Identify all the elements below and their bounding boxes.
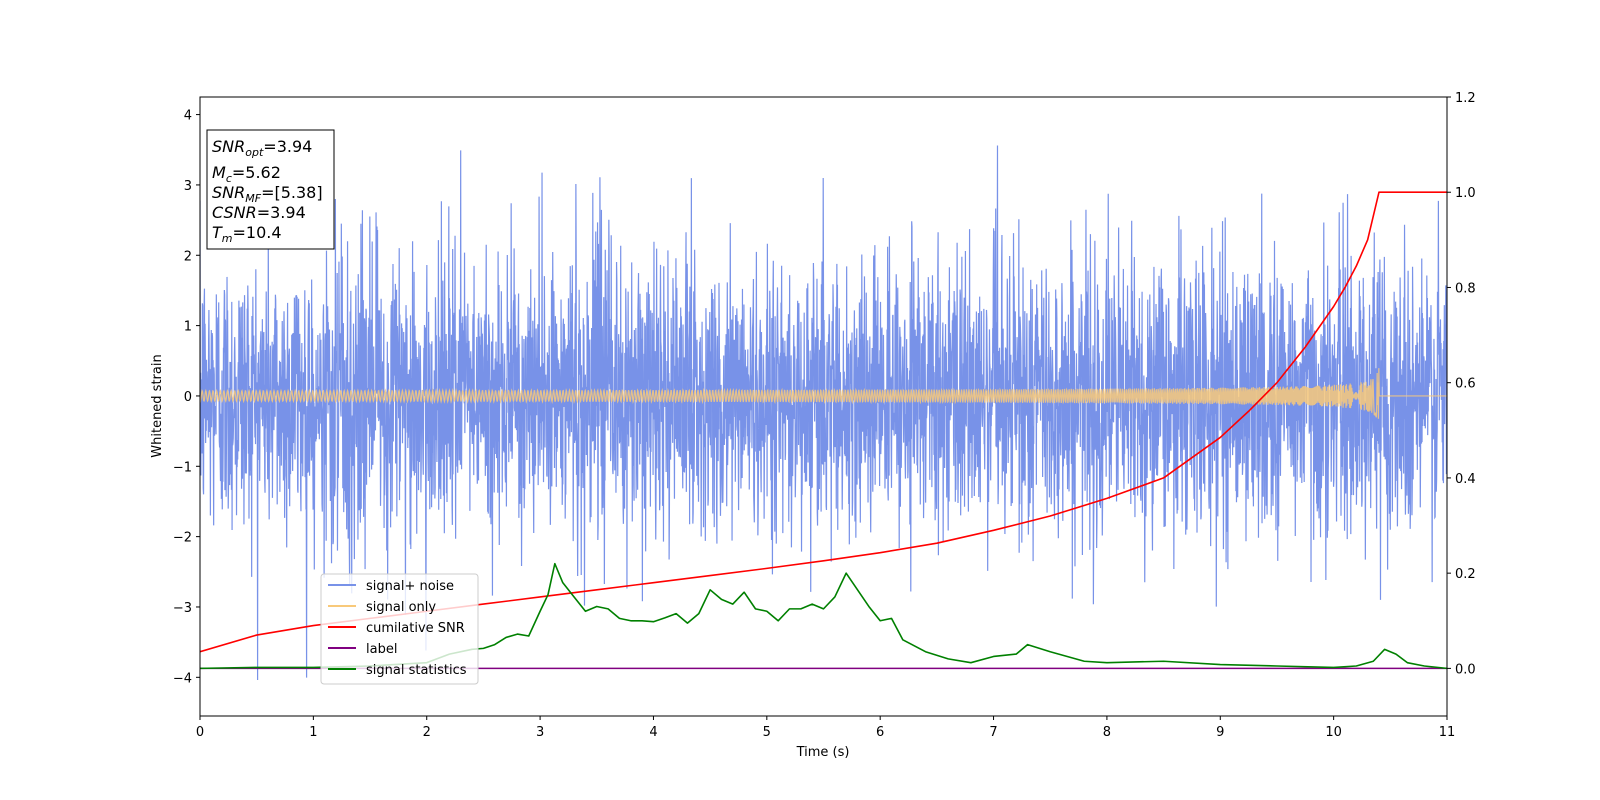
signal-statistics-line bbox=[200, 562, 1447, 670]
y-left-tick-label: 2 bbox=[184, 249, 192, 264]
y-left-tick-label: 4 bbox=[184, 109, 192, 124]
info-chirp-mass: Mc=5.62 bbox=[212, 163, 281, 185]
y-right-tick-label: 0.6 bbox=[1455, 377, 1476, 392]
x-tick-label: 6 bbox=[876, 725, 884, 740]
x-tick-label: 11 bbox=[1439, 725, 1456, 740]
y-right-tick-label: 0.2 bbox=[1455, 567, 1476, 582]
x-tick-label: 1 bbox=[309, 725, 317, 740]
info-snr-mf: SNRMF=[5.38] bbox=[212, 183, 323, 205]
x-tick-label: 3 bbox=[536, 725, 544, 740]
signal-noise-line bbox=[200, 145, 1447, 680]
x-tick-label: 5 bbox=[763, 725, 771, 740]
y-left-tick-label: 0 bbox=[184, 390, 192, 405]
y-left-tick-label: −2 bbox=[173, 531, 192, 546]
legend-label-cumulative-snr: cumilative SNR bbox=[366, 621, 465, 636]
y-left-tick-label: 3 bbox=[184, 179, 192, 194]
y-axis-label: Whitened strain bbox=[150, 354, 165, 457]
x-tick-label: 8 bbox=[1103, 725, 1111, 740]
y-right-tick-label: 0.8 bbox=[1455, 281, 1476, 296]
x-axis-label: Time (s) bbox=[796, 745, 850, 760]
y-right-tick-label: 0.4 bbox=[1455, 472, 1476, 487]
x-tick-label: 4 bbox=[649, 725, 657, 740]
y-left-tick-label: −3 bbox=[173, 601, 192, 616]
x-tick-label: 10 bbox=[1325, 725, 1342, 740]
y-left-tick-label: −1 bbox=[173, 460, 192, 475]
y-left-tick-label: 1 bbox=[184, 320, 192, 335]
y-right-tick-label: 1.0 bbox=[1455, 186, 1476, 201]
x-tick-label: 7 bbox=[989, 725, 997, 740]
plot-frame bbox=[199, 96, 1448, 717]
legend-label-label: label bbox=[366, 642, 397, 657]
legend: signal+ noise signal only cumilative SNR… bbox=[320, 573, 479, 685]
x-tick-label: 9 bbox=[1216, 725, 1224, 740]
x-tick-label: 0 bbox=[196, 725, 204, 740]
x-tick-label: 2 bbox=[423, 725, 431, 740]
y-right-tick-label: 1.2 bbox=[1455, 91, 1476, 106]
legend-label-signal-only: signal only bbox=[366, 600, 436, 615]
legend-label-signal-statistics: signal statistics bbox=[366, 663, 467, 678]
info-box-frame bbox=[206, 129, 335, 250]
info-box: SNRopt=3.94 Mc=5.62 SNRMF=[5.38] CSNR=3.… bbox=[206, 129, 335, 250]
signal-only-line bbox=[200, 368, 1447, 419]
info-merger-time: Tm=10.4 bbox=[212, 223, 282, 245]
legend-frame bbox=[320, 573, 479, 685]
y-right-tick-label: 0.0 bbox=[1455, 662, 1476, 677]
legend-label-signal-noise: signal+ noise bbox=[366, 579, 454, 594]
info-snr-opt: SNRopt=3.94 bbox=[212, 137, 312, 159]
y-left-tick-label: −4 bbox=[173, 671, 192, 686]
info-csnr: CSNR=3.94 bbox=[212, 203, 306, 222]
